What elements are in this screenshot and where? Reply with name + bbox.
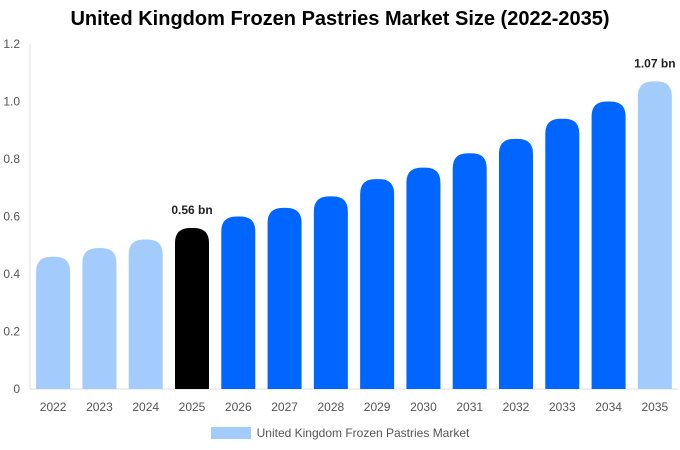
x-tick-label: 2024 xyxy=(132,400,159,414)
bar xyxy=(499,138,533,389)
x-tick-label: 2029 xyxy=(364,400,391,414)
bar xyxy=(591,101,626,389)
y-tick-label: 0.2 xyxy=(3,325,20,339)
x-tick-label: 2033 xyxy=(549,400,576,414)
bar xyxy=(36,256,71,389)
y-tick-label: 0.4 xyxy=(3,267,20,281)
x-tick-label: 2023 xyxy=(86,400,113,414)
y-tick-label: 1.0 xyxy=(3,95,20,109)
data-label: 0.56 bn xyxy=(171,203,212,217)
x-tick-label: 2034 xyxy=(595,400,622,414)
x-tick-label: 2027 xyxy=(271,400,298,414)
x-tick-label: 2022 xyxy=(40,400,67,414)
x-tick-label: 2035 xyxy=(642,400,669,414)
data-label: 1.07 bn xyxy=(634,56,675,70)
bar xyxy=(545,118,580,389)
y-tick-label: 0 xyxy=(13,382,20,396)
x-tick-label: 2026 xyxy=(225,400,252,414)
x-tick-label: 2032 xyxy=(503,400,530,414)
bar xyxy=(406,167,441,389)
bar xyxy=(128,239,163,389)
bar xyxy=(267,207,302,389)
legend: United Kingdom Frozen Pastries Market xyxy=(0,426,680,440)
bar xyxy=(175,228,209,389)
bar xyxy=(360,179,395,389)
legend-swatch xyxy=(210,427,251,439)
x-tick-label: 2030 xyxy=(410,400,437,414)
y-tick-label: 0.6 xyxy=(3,210,20,224)
y-tick-label: 1.2 xyxy=(3,37,20,51)
bar xyxy=(82,248,117,389)
legend-label: United Kingdom Frozen Pastries Market xyxy=(256,426,470,440)
bar xyxy=(452,153,487,389)
bar xyxy=(637,81,672,389)
x-tick-label: 2025 xyxy=(179,400,206,414)
bar xyxy=(313,196,348,389)
chart-title: United Kingdom Frozen Pastries Market Si… xyxy=(70,8,610,30)
y-tick-label: 0.8 xyxy=(3,152,20,166)
x-tick-label: 2031 xyxy=(456,400,483,414)
bar xyxy=(221,216,256,389)
x-tick-label: 2028 xyxy=(318,400,345,414)
